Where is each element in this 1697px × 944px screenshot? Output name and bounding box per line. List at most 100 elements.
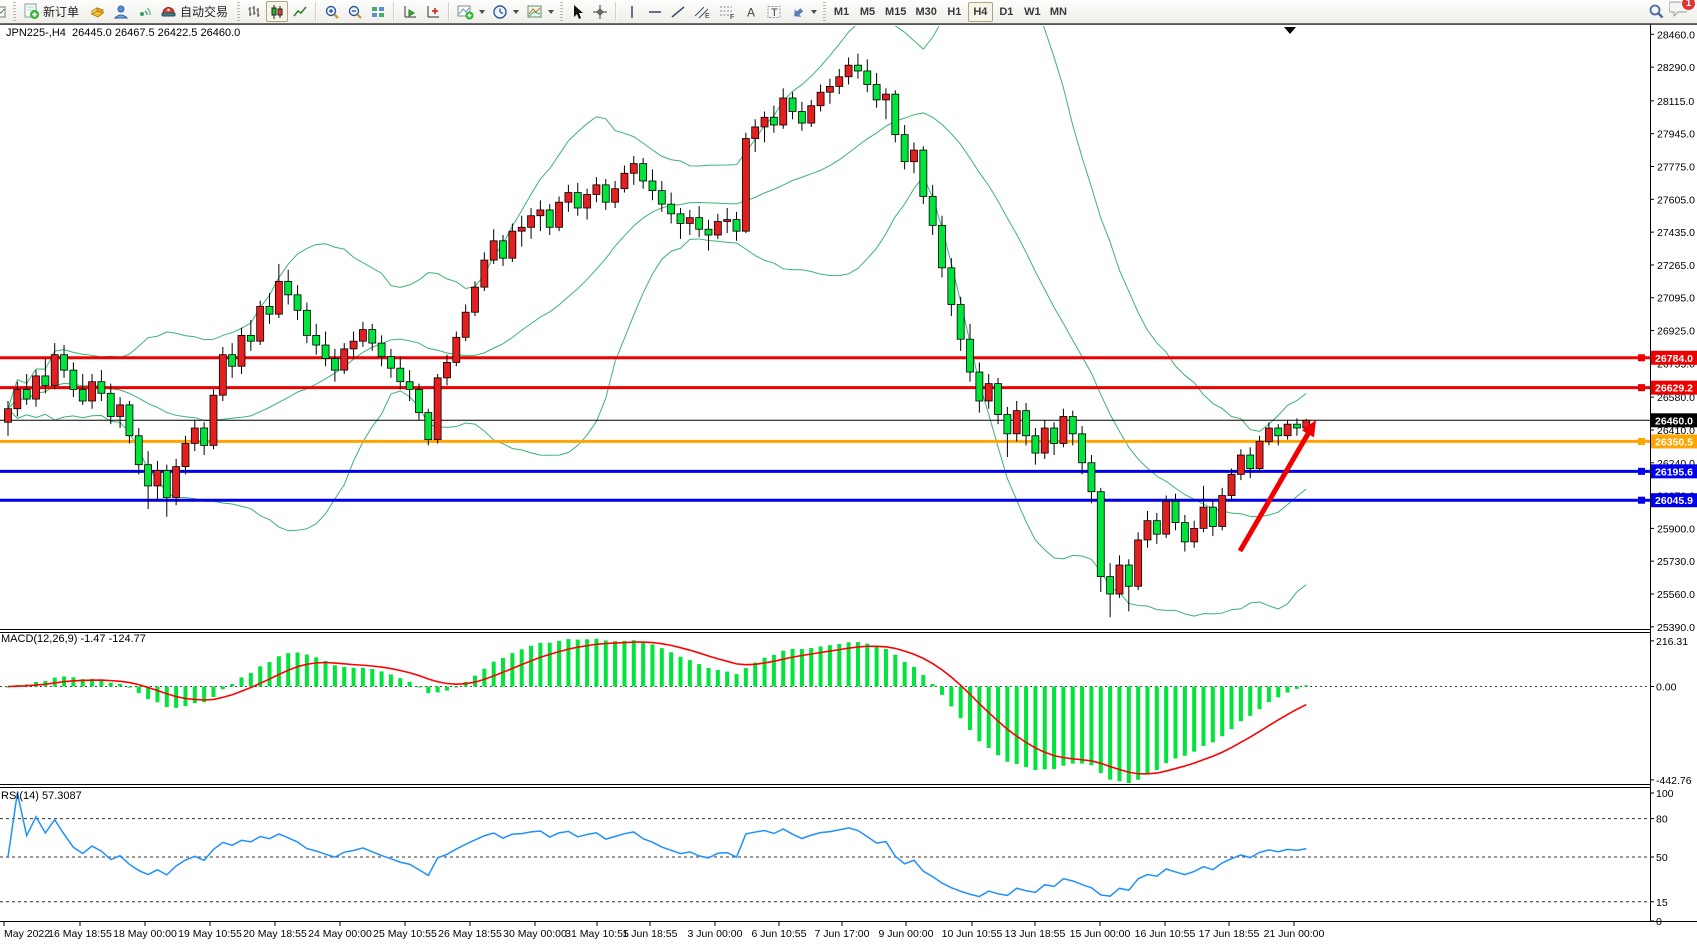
- macd-histogram-bar: [538, 642, 543, 687]
- tf-m5-button[interactable]: M5: [859, 5, 876, 18]
- chart-shift-button[interactable]: [422, 1, 444, 22]
- candle-body: [368, 329, 377, 344]
- clock-icon: [493, 4, 507, 19]
- auto-scroll-button[interactable]: [399, 1, 421, 22]
- macd-histogram-bar: [1210, 686, 1215, 743]
- price-badge: [1651, 380, 1697, 395]
- bar-chart-button[interactable]: [243, 1, 265, 22]
- notifications-button[interactable]: 1: [1668, 0, 1696, 23]
- macd-histogram-bar: [99, 679, 104, 687]
- time-tick-label: 20 May 18:55: [243, 928, 307, 940]
- arrows-icon: [794, 7, 804, 17]
- level-handle[interactable]: [1638, 384, 1645, 392]
- tf-m15-button[interactable]: M15: [885, 5, 907, 18]
- candle-body: [1255, 441, 1264, 469]
- candle-body: [723, 219, 732, 222]
- vertical-line-tool-button[interactable]: [621, 1, 643, 22]
- profile-button[interactable]: [110, 1, 132, 22]
- time-tick-label: 17 Jun 18:55: [1199, 928, 1260, 940]
- auto-trading-button[interactable]: 自动交易: [156, 1, 234, 22]
- fibonacci-tool-button[interactable]: F: [715, 1, 739, 22]
- rsi-line: [7, 792, 1307, 898]
- chart-shift-marker[interactable]: [1284, 27, 1296, 34]
- price-tick-label: 28115.0: [1657, 96, 1694, 108]
- macd-histogram-bar: [388, 674, 393, 687]
- candle-body: [312, 334, 321, 346]
- text-label-tool-button[interactable]: T: [763, 1, 786, 22]
- candle-body: [321, 344, 330, 359]
- cursor-tool-button[interactable]: [566, 1, 588, 22]
- price-badge: [1651, 413, 1697, 428]
- svg-text:T: T: [771, 7, 778, 19]
- price-badge-label: 26629.2: [1655, 383, 1693, 395]
- tf-w1-button[interactable]: W1: [1024, 5, 1041, 18]
- candle-body: [489, 240, 498, 261]
- price-badge-label: 26350.5: [1655, 436, 1693, 448]
- price-badge: [1651, 350, 1697, 365]
- candle-body: [349, 340, 358, 350]
- price-tick-label: 27945.0: [1657, 129, 1695, 141]
- tf-mn-button[interactable]: MN: [1049, 5, 1067, 18]
- macd-histogram-bar: [911, 666, 916, 687]
- line-chart-button[interactable]: [289, 1, 311, 22]
- macd-histogram-bar: [622, 640, 627, 687]
- crosshair-tool-button[interactable]: [589, 1, 611, 22]
- macd-histogram-bar: [435, 686, 440, 693]
- time-tick-label: 6 Jun 10:55: [752, 928, 807, 940]
- signals-button[interactable]: [133, 1, 155, 22]
- macd-histogram-bar: [771, 654, 776, 687]
- macd-histogram-bar: [940, 686, 944, 695]
- zoom-out-button[interactable]: [344, 1, 366, 22]
- indicators-button[interactable]: [454, 1, 488, 22]
- arrows-tool-button[interactable]: [787, 1, 820, 22]
- price-badge-label: 26045.9: [1655, 495, 1693, 507]
- search-button[interactable]: [1645, 1, 1668, 22]
- periods-button[interactable]: [489, 1, 522, 22]
- zoom-in-button[interactable]: [321, 1, 343, 22]
- indicators-icon: [457, 5, 474, 19]
- tf-d1-button[interactable]: D1: [999, 5, 1014, 18]
- candle-body: [1115, 564, 1124, 595]
- dropdown-arrow-icon: [513, 9, 520, 14]
- macd-histogram-bar: [921, 674, 926, 687]
- candle-body: [676, 213, 685, 224]
- price-tick-label: 26580.0: [1657, 392, 1695, 404]
- macd-label: MACD(12,26,9) -1.47 -124.77: [1, 633, 146, 645]
- time-tick-label: 30 May 00:00: [503, 928, 567, 940]
- macd-histogram-bar: [930, 684, 935, 687]
- level-handle[interactable]: [1638, 496, 1645, 504]
- macd-histogram-bar: [1164, 686, 1169, 764]
- tf-m1-button[interactable]: M1: [833, 5, 850, 18]
- macd-histogram-bar: [127, 686, 132, 688]
- macd-histogram-bar: [557, 640, 562, 687]
- trend-arrow-line[interactable]: [1237, 425, 1315, 553]
- level-handle[interactable]: [1638, 437, 1645, 445]
- editor-button[interactable]: [86, 1, 109, 22]
- horizontal-line-tool-button[interactable]: [644, 1, 666, 22]
- level-handle[interactable]: [1638, 354, 1645, 362]
- macd-histogram-bar: [1145, 686, 1150, 775]
- tf-h1-button[interactable]: H1: [947, 5, 962, 18]
- tile-windows-button[interactable]: [367, 1, 389, 22]
- macd-histogram-bar: [1033, 686, 1038, 771]
- new-order-button[interactable]: 新订单: [19, 1, 85, 22]
- macd-histogram-bar: [1192, 686, 1197, 752]
- auto-trading-label: 自动交易: [180, 5, 229, 19]
- channel-tool-button[interactable]: E: [690, 1, 714, 22]
- templates-button[interactable]: [523, 1, 557, 22]
- trend-arrow-head[interactable]: [1301, 420, 1316, 438]
- candle-body: [1265, 427, 1273, 442]
- profile-icon: [113, 5, 129, 18]
- macd-histogram-bar: [426, 686, 431, 694]
- candle-body: [1059, 416, 1068, 444]
- tf-h4-button[interactable]: H4: [967, 1, 993, 22]
- text-tool-button[interactable]: A: [740, 1, 762, 22]
- equidistant-channel-icon: E: [694, 6, 710, 20]
- tf-m30-button[interactable]: M30: [915, 5, 937, 18]
- candlestick-chart-button[interactable]: [266, 1, 289, 22]
- clipped-toolbar-icon[interactable]: [0, 1, 10, 22]
- level-handle[interactable]: [1638, 467, 1645, 475]
- trendline-tool-button[interactable]: [667, 1, 689, 22]
- time-tick-label: 24 May 00:00: [308, 928, 372, 940]
